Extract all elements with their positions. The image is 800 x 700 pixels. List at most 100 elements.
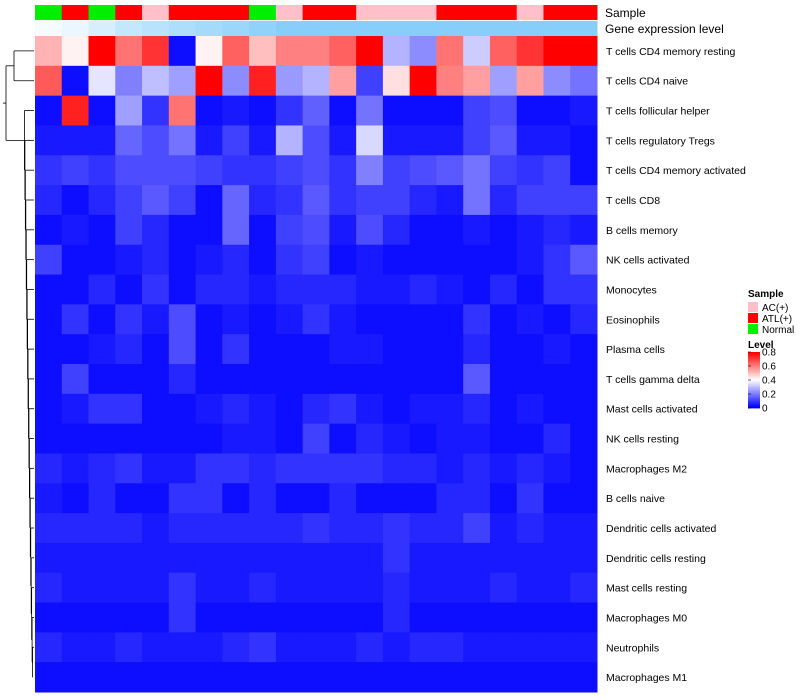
heatmap-cell <box>302 542 330 574</box>
heatmap-cell <box>543 334 571 365</box>
expression-annotation-cell <box>88 21 116 36</box>
legend-colorbar-step <box>748 385 760 388</box>
heatmap-cell <box>115 513 143 544</box>
heatmap-cell <box>142 304 170 335</box>
heatmap-cell <box>275 36 304 67</box>
heatmap-cell <box>168 483 197 514</box>
legend-colorbar-step <box>748 361 760 364</box>
legend-colorbar-step <box>748 405 760 407</box>
legend-colorbar-step <box>748 402 760 405</box>
heatmap-cell <box>88 423 116 454</box>
heatmap-cell <box>168 65 197 97</box>
heatmap-cell <box>222 274 250 305</box>
legend-colorbar-step <box>748 368 760 371</box>
heatmap-cell <box>516 662 544 693</box>
heatmap-cell <box>61 304 90 335</box>
heatmap-cell <box>142 65 170 97</box>
heatmap-cell <box>195 453 223 484</box>
heatmap-cell <box>35 244 63 276</box>
heatmap-cell <box>463 155 491 186</box>
heatmap-cell <box>489 244 518 276</box>
heatmap-cell <box>436 274 464 305</box>
heatmap-cell <box>168 632 197 663</box>
heatmap-cell <box>275 334 304 365</box>
sample-annotation-label: Sample <box>605 6 646 20</box>
heatmap-cell <box>463 36 491 67</box>
heatmap-cell <box>382 304 411 335</box>
heatmap-cell <box>249 304 277 335</box>
heatmap-cell <box>222 95 250 126</box>
heatmap-cell <box>35 155 63 186</box>
heatmap-cell <box>382 155 411 186</box>
heatmap-cell <box>409 662 437 693</box>
legend-swatch <box>748 324 758 334</box>
heatmap-cell <box>543 65 571 97</box>
heatmap-cell <box>115 185 143 216</box>
heatmap-cell <box>115 542 143 574</box>
heatmap-cell <box>35 393 63 425</box>
legend-tick-label: 0 <box>762 404 768 415</box>
heatmap-cell <box>222 36 250 67</box>
heatmap-cell <box>195 483 223 514</box>
heatmap-cell <box>409 572 437 604</box>
sample-annotation-cell <box>489 5 518 20</box>
heatmap-cell <box>329 214 357 246</box>
heatmap-cell <box>543 274 571 305</box>
heatmap-cell <box>168 95 197 126</box>
heatmap-cell <box>570 244 598 276</box>
row-label: T cells follicular helper <box>606 106 710 118</box>
heatmap-cell <box>88 95 116 126</box>
row-label: Plasma cells <box>606 344 665 356</box>
heatmap-cell <box>409 423 437 454</box>
heatmap-cell <box>302 155 330 186</box>
heatmap-cell <box>489 483 518 514</box>
heatmap-cell <box>436 662 464 693</box>
heatmap-cell <box>570 602 598 633</box>
row-label: T cells CD8 <box>606 195 660 207</box>
heatmap-cell <box>88 542 116 574</box>
heatmap-cell <box>275 513 304 544</box>
heatmap-cell <box>382 214 411 246</box>
heatmap-cell <box>382 65 411 97</box>
heatmap-cell <box>302 393 330 425</box>
heatmap-cell <box>382 602 411 633</box>
heatmap-cell <box>249 95 277 126</box>
sample-annotation-cell <box>88 5 116 20</box>
heatmap-cell <box>516 36 544 67</box>
heatmap-cell <box>516 304 544 335</box>
expression-annotation-label: Gene expression level <box>605 22 724 36</box>
heatmap-cell <box>356 483 384 514</box>
heatmap-cell <box>329 602 357 633</box>
heatmap-cell <box>195 632 223 663</box>
heatmap-cell <box>382 125 411 156</box>
heatmap-cell <box>543 572 571 604</box>
sample-annotation-cell <box>409 5 437 20</box>
annotation-rows: Sample Gene expression level <box>35 5 724 36</box>
legend-colorbar-step <box>748 352 760 354</box>
heatmap-cell <box>61 602 90 633</box>
heatmap-cell <box>489 364 518 395</box>
heatmap-cell <box>570 274 598 305</box>
heatmap-cell <box>570 572 598 604</box>
heatmap-cell <box>570 155 598 186</box>
heatmap-cell <box>61 244 90 276</box>
heatmap-cell <box>489 662 518 693</box>
heatmap-cell <box>302 125 330 156</box>
heatmap-cell <box>275 423 304 454</box>
heatmap-cell <box>168 662 197 693</box>
sample-annotation-cell <box>436 5 464 20</box>
expression-annotation-cell <box>61 21 90 36</box>
heatmap-cell <box>356 185 384 216</box>
heatmap-cell <box>489 423 518 454</box>
heatmap-cell <box>329 65 357 97</box>
heatmap-cell <box>463 453 491 484</box>
heatmap-cell <box>168 304 197 335</box>
heatmap-cell <box>543 36 571 67</box>
heatmap-cell <box>168 453 197 484</box>
heatmap-cell <box>382 244 411 276</box>
heatmap-cell <box>570 214 598 246</box>
heatmap-cell <box>302 662 330 693</box>
heatmap-cell <box>543 125 571 156</box>
expression-annotation-cell <box>195 21 223 36</box>
heatmap-cell <box>409 65 437 97</box>
